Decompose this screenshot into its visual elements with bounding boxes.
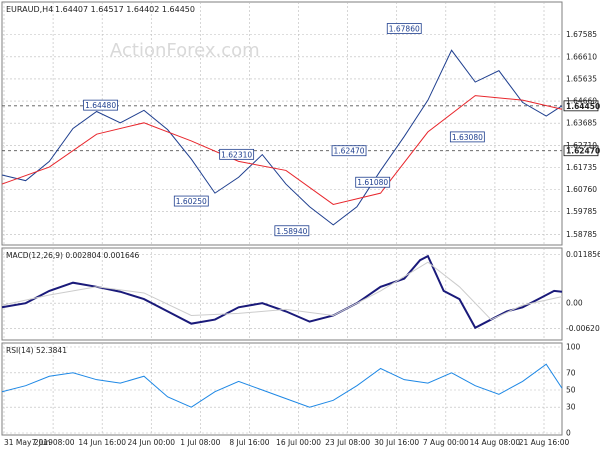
x-tick-label: 1 Jul 08:00 — [180, 438, 220, 447]
y-tick-label: 1.59785 — [566, 207, 597, 216]
price-label: 1.60250 — [176, 197, 207, 206]
price-label: 1.62310 — [221, 150, 252, 159]
y-tick-label: 1.67585 — [566, 30, 597, 39]
price-label: 1.62470 — [334, 147, 365, 156]
y-tick-label: 0 — [566, 429, 571, 438]
x-tick-label: 24 Jun 00:00 — [127, 438, 175, 447]
watermark: ActionForex.com — [110, 40, 260, 61]
x-tick-label: 14 Aug 08:00 — [470, 438, 521, 447]
ohlc-readout: 1.64407 1.64517 1.64402 1.64450 — [55, 5, 195, 14]
series-line-ma — [1, 95, 563, 205]
x-tick-label: 8 Jul 16:00 — [229, 438, 269, 447]
x-tick-label: 30 Jul 16:00 — [374, 438, 419, 447]
symbol-label: EURAUD,H4 — [6, 5, 53, 14]
macd-panel — [1, 247, 563, 341]
price-label: 1.58940 — [276, 227, 307, 236]
y-tick-label: 1.65635 — [566, 74, 597, 83]
price-label-box — [83, 99, 118, 111]
price-label-box — [274, 225, 310, 237]
y-tick-label: 0.00 — [566, 299, 583, 308]
grid-layer — [2, 2, 562, 435]
price-label: 1.64480 — [85, 101, 116, 110]
series-line-rsi — [1, 363, 563, 408]
x-tick-label: 7 Aug 00:00 — [423, 438, 469, 447]
y-tick-label: 1.63685 — [566, 119, 597, 128]
y-tick-label: 70 — [566, 368, 576, 377]
y-tick-label: -0.006206 — [566, 324, 600, 333]
level-tag-box — [563, 145, 599, 157]
level-tag: 1.62470 — [566, 147, 600, 156]
price-label-box — [331, 145, 367, 157]
y-tick-label: 1.58785 — [566, 230, 597, 239]
y-tick-label: 100 — [566, 343, 581, 352]
x-tick-label: 7 Jun 08:00 — [32, 438, 75, 447]
y-tick-label: 30 — [566, 403, 576, 412]
price-label: 1.63080 — [452, 133, 483, 142]
series-line-signal — [1, 261, 563, 321]
price-label-box — [219, 148, 255, 160]
price-label-box — [173, 195, 209, 207]
x-tick-label: 16 Jul 00:00 — [276, 438, 321, 447]
horizontal-levels: 1.64450 1.62470 — [2, 100, 600, 157]
x-tick-label: 14 Jun 16:00 — [78, 438, 126, 447]
rsi-panel — [1, 342, 563, 436]
y-tick-label: 50 — [566, 386, 576, 395]
x-tick-label: 23 Jul 08:00 — [325, 438, 370, 447]
x-tick-label: 21 Aug 16:00 — [519, 438, 570, 447]
price-label: 1.67860 — [389, 25, 420, 34]
y-tick-label: 1.64660 — [566, 97, 597, 106]
series-line-macd — [1, 254, 563, 330]
series-layer — [1, 49, 563, 408]
price-label-box — [386, 23, 422, 34]
macd-title: MACD(12,26,9) 0.002804 0.001646 — [6, 251, 140, 260]
rsi-title: RSI(14) 52.3841 — [6, 346, 67, 355]
y-tick-label: 1.66610 — [566, 52, 597, 61]
annotation-layer: 1.64480 1.60250 1.62310 1.58940 1.62470 1.610… — [83, 23, 485, 237]
y-tick-label: 1.61735 — [566, 163, 597, 172]
price-label-box — [449, 131, 485, 143]
price-panel — [1, 1, 563, 246]
y-tick-label: 1.62710 — [566, 141, 597, 150]
price-label: 1.61080 — [357, 178, 388, 187]
y-tick-label: 1.60760 — [566, 185, 597, 194]
x-tick-label: 31 May 2019 — [4, 438, 53, 447]
level-tag-box — [563, 100, 599, 112]
level-tag: 1.64450 — [566, 102, 600, 111]
price-label-box — [355, 176, 391, 188]
y-tick-label: 0.011856 — [566, 250, 600, 259]
